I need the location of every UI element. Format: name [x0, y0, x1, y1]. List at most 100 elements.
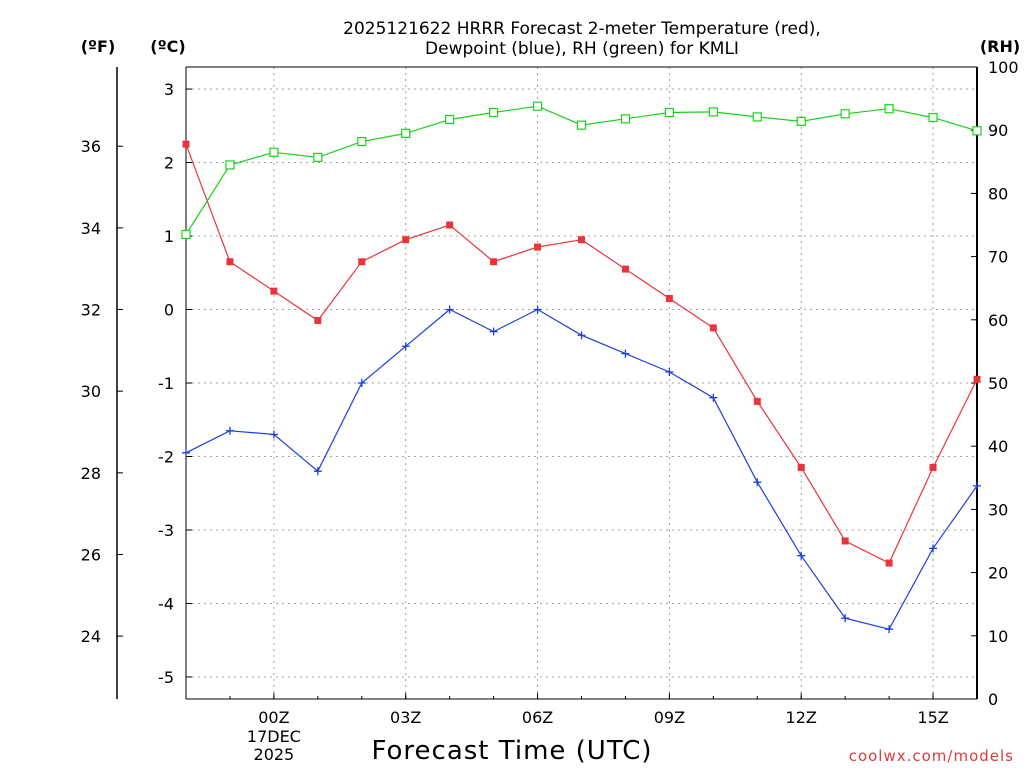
dewpoint-point [929, 544, 938, 553]
rh-point [664, 107, 674, 118]
temperature-point [534, 243, 542, 251]
rh-tick-label: 10 [988, 627, 1008, 646]
dewpoint-point [665, 367, 674, 376]
dewpoint-point [841, 614, 850, 623]
dewpoint-point [533, 305, 542, 314]
rh-point [620, 114, 631, 124]
rh-point [401, 128, 411, 138]
credit-label: coolwx.com/models [849, 747, 1014, 765]
fahrenheit-tick-label: 36 [81, 137, 101, 156]
rh-tick-label: 80 [988, 184, 1008, 203]
celsius-tick-label: 3 [164, 80, 174, 99]
dewpoint-point [269, 430, 278, 439]
fahrenheit-unit-label: (ºF) [81, 37, 116, 56]
rh-point [489, 107, 499, 118]
time-axis: 00Z 03Z 06Z 09Z 12Z 15Z [185, 693, 978, 727]
x-axis-label: Forecast Time (UTC) [371, 736, 652, 766]
temperature-point [929, 464, 937, 472]
rh-tick-label: 20 [988, 564, 1008, 583]
dewpoint-point [753, 478, 762, 487]
rh-point [313, 152, 323, 162]
rh-tick-label: 50 [988, 374, 1008, 393]
time-tick-label: 03Z [390, 708, 421, 727]
rh-point [181, 229, 191, 240]
rh-tick-label: 40 [988, 437, 1008, 456]
dewpoint-point [973, 481, 981, 490]
rh-point [225, 160, 235, 170]
rh-point [445, 114, 455, 125]
rh-tick-label: 0 [988, 690, 998, 709]
temperature-point [490, 258, 498, 266]
celsius-tick-label: 1 [164, 227, 174, 246]
series-dewpoint [182, 305, 981, 634]
celsius-tick-label: -3 [158, 521, 174, 540]
temperature-point [446, 221, 454, 229]
series-rh [181, 101, 982, 240]
temperature-point [665, 294, 673, 302]
rh-point [269, 147, 279, 157]
temperature-point [797, 464, 805, 472]
rh-tick-label: 90 [988, 121, 1008, 140]
dewpoint-point [621, 349, 630, 358]
dewpoint-line [185, 308, 978, 630]
rh-unit-label: (RH) [980, 37, 1020, 56]
temperature-point [402, 236, 410, 244]
temperature-point [578, 236, 585, 244]
temperature-point [753, 397, 761, 405]
dewpoint-point [357, 379, 366, 387]
rh-point [752, 112, 762, 122]
dewpoint-point [489, 327, 498, 336]
dewpoint-point [225, 426, 234, 435]
fahrenheit-tick-label: 30 [81, 382, 101, 401]
celsius-axis: 3 2 1 0 -1 -2 -3 -4 -5 [158, 80, 192, 687]
time-tick-label: 06Z [522, 708, 553, 727]
rh-point [796, 116, 806, 126]
rh-point [884, 104, 894, 114]
series-layer [181, 101, 982, 634]
temperature-point [182, 140, 190, 148]
fahrenheit-tick-label: 26 [81, 545, 101, 564]
temperature-point [358, 258, 366, 266]
rh-point [972, 126, 982, 136]
dewpoint-point [577, 331, 586, 340]
time-tick-label: 00Z [258, 708, 289, 727]
dewpoint-point [797, 551, 806, 560]
time-tick-label: 15Z [917, 708, 948, 727]
rh-tick-label: 30 [988, 500, 1008, 519]
time-tick-label: 12Z [786, 708, 817, 727]
date-day-label: 17DEC [247, 727, 301, 746]
rh-point [708, 107, 718, 117]
dewpoint-point [885, 625, 894, 634]
rh-tick-label: 70 [988, 248, 1008, 267]
fahrenheit-tick-label: 32 [81, 301, 101, 320]
dewpoint-point [445, 305, 454, 314]
temperature-point [226, 258, 234, 266]
rh-point [576, 120, 587, 130]
celsius-tick-label: -1 [158, 374, 174, 393]
dewpoint-point [182, 448, 190, 457]
celsius-tick-label: 2 [164, 154, 174, 173]
temperature-point [885, 559, 893, 567]
dewpoint-point [709, 393, 718, 402]
fahrenheit-tick-label: 34 [81, 219, 101, 238]
dewpoint-point [313, 467, 322, 476]
celsius-tick-label: 0 [164, 301, 174, 320]
temperature-point [841, 537, 849, 545]
temperature-line [185, 143, 978, 564]
fahrenheit-tick-label: 24 [81, 627, 101, 646]
rh-tick-label: 100 [988, 58, 1019, 77]
fahrenheit-axis: 36 34 32 30 28 26 24 [81, 137, 123, 646]
rh-point [357, 136, 367, 147]
temperature-point [709, 324, 717, 332]
grid-layer [186, 67, 977, 699]
celsius-tick-label: -2 [158, 447, 174, 466]
rh-point [840, 109, 850, 119]
temperature-point [314, 317, 322, 325]
temperature-point [973, 375, 981, 383]
celsius-tick-label: -4 [158, 594, 174, 613]
fahrenheit-tick-label: 28 [81, 464, 101, 483]
series-temperature [182, 140, 981, 567]
rh-tick-label: 60 [988, 311, 1008, 330]
